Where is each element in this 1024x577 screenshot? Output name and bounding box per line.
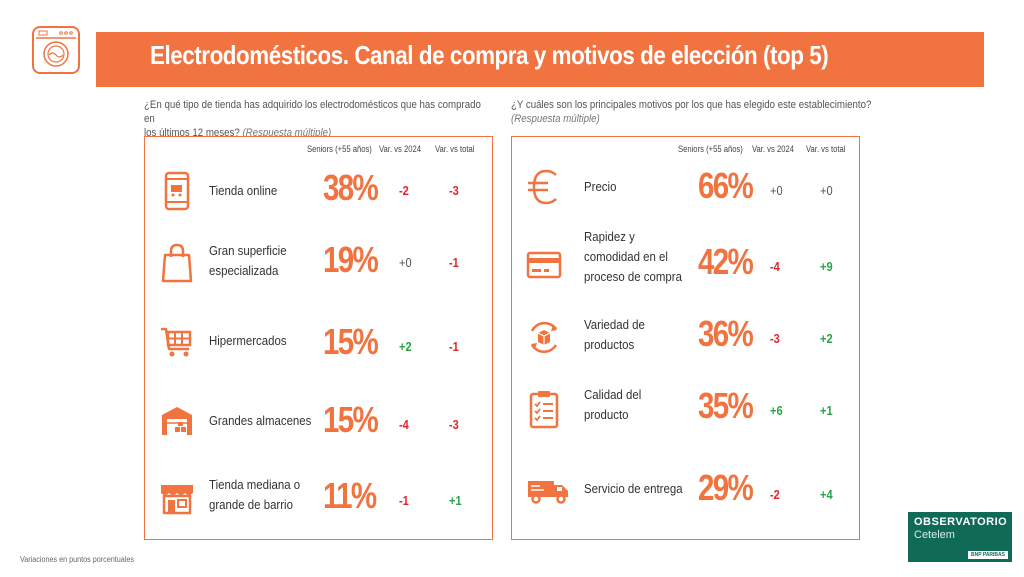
row-label-line2: comodidad en el	[584, 249, 668, 264]
euro-icon	[526, 167, 562, 207]
row-label: Tienda mediana o	[209, 477, 301, 492]
row-label: Variedad de	[584, 317, 645, 332]
row-var-total: +0	[820, 183, 833, 198]
row-pct: 36%	[698, 313, 754, 354]
table-row: Gran superficie especializada 19% +0 -1	[145, 233, 492, 293]
row-label: Calidad del	[584, 387, 642, 402]
row-var-2024: -1	[399, 493, 409, 508]
row-label: Gran superficie	[209, 243, 287, 258]
row-label-line2: especializada	[209, 263, 279, 278]
row-pct: 15%	[323, 399, 379, 440]
row-label: Servicio de entrega	[584, 481, 683, 496]
row-var-total: +2	[820, 331, 833, 346]
right-question-line1: ¿Y cuáles son los principales motivos po…	[511, 99, 872, 111]
row-pct: 35%	[698, 385, 754, 426]
row-pct: 42%	[698, 241, 754, 282]
table-row: Tienda online 38% -2 -3	[145, 161, 492, 221]
row-var-2024: +2	[399, 339, 412, 354]
row-var-2024: -4	[399, 417, 409, 432]
row-pct: 38%	[323, 167, 379, 208]
table-row: Rapidez y comodidad en el proceso de com…	[512, 227, 859, 299]
bnp-paribas-logo: BNP PARIBAS	[968, 551, 1008, 559]
storefront-icon	[159, 477, 195, 517]
row-pct: 15%	[323, 321, 379, 362]
table-row: Grandes almacenes 15% -4 -3	[145, 391, 492, 451]
table-row: Tienda mediana o grande de barrio 11% -1…	[145, 467, 492, 527]
row-var-2024: +6	[770, 403, 783, 418]
left-question: ¿En qué tipo de tienda has adquirido los…	[144, 98, 487, 140]
row-var-total: -1	[449, 339, 459, 354]
washing-machine-icon	[32, 26, 80, 74]
row-var-total: -3	[449, 183, 459, 198]
row-label-line3: proceso de compra	[584, 269, 682, 284]
header-bar	[96, 32, 984, 87]
col-var-2024: Var. vs 2024	[379, 144, 421, 154]
logo-line2: Cetelem	[914, 529, 955, 541]
row-label-line2: productos	[584, 337, 635, 352]
col-seniors: Seniors (+55 años)	[307, 144, 372, 154]
row-var-2024: -3	[770, 331, 780, 346]
box-cycle-icon	[526, 317, 562, 357]
credit-card-icon	[526, 245, 562, 285]
row-pct: 19%	[323, 239, 379, 280]
row-var-2024: +0	[399, 255, 412, 270]
row-label: Precio	[584, 179, 617, 194]
col-var-total: Var. vs total	[435, 144, 475, 154]
row-pct: 66%	[698, 165, 754, 206]
row-pct: 11%	[323, 475, 377, 516]
smartphone-cart-icon	[159, 171, 195, 211]
row-label: Hipermercados	[209, 333, 287, 348]
observatorio-cetelem-logo: OBSERVATORIO Cetelem BNP PARIBAS	[908, 512, 1012, 562]
row-var-total: -1	[449, 255, 459, 270]
page-title: Electrodomésticos. Canal de compra y mot…	[150, 40, 829, 70]
warehouse-icon	[159, 401, 195, 441]
row-label: Rapidez y	[584, 229, 635, 244]
row-var-total: +1	[449, 493, 462, 508]
clipboard-checklist-icon	[526, 389, 562, 429]
row-label-line2: grande de barrio	[209, 497, 293, 512]
row-label-line2: producto	[584, 407, 629, 422]
row-var-total: +4	[820, 487, 833, 502]
col-var-total: Var. vs total	[806, 144, 846, 154]
row-var-2024: +0	[770, 183, 783, 198]
row-var-total: -3	[449, 417, 459, 432]
row-var-2024: -2	[399, 183, 409, 198]
row-label: Tienda online	[209, 183, 278, 198]
table-row: Precio 66% +0 +0	[512, 157, 859, 217]
row-var-2024: -2	[770, 487, 780, 502]
table-row: Calidad del producto 35% +6 +1	[512, 379, 859, 439]
row-label: Grandes almacenes	[209, 413, 312, 428]
shopping-bag-icon	[159, 243, 195, 283]
reasons-panel: Seniors (+55 años) Var. vs 2024 Var. vs …	[511, 136, 860, 540]
table-row: Hipermercados 15% +2 -1	[145, 311, 492, 371]
table-row: Servicio de entrega 29% -2 +4	[512, 459, 859, 519]
store-type-panel: Seniors (+55 años) Var. vs 2024 Var. vs …	[144, 136, 493, 540]
row-var-2024: -4	[770, 259, 780, 274]
logo-line1: OBSERVATORIO	[914, 516, 1008, 528]
delivery-truck-icon	[526, 469, 570, 509]
right-question-note: (Respuesta múltiple)	[511, 113, 600, 125]
col-seniors: Seniors (+55 años)	[678, 144, 743, 154]
table-row: Variedad de productos 36% -3 +2	[512, 307, 859, 367]
left-question-line1: ¿En qué tipo de tienda has adquirido los…	[144, 99, 481, 125]
col-var-2024: Var. vs 2024	[752, 144, 794, 154]
footer-note: Variaciones en puntos porcentuales	[20, 555, 134, 564]
row-var-total: +9	[820, 259, 833, 274]
row-var-total: +1	[820, 403, 833, 418]
shopping-cart-icon	[159, 321, 195, 361]
right-question: ¿Y cuáles son los principales motivos po…	[511, 98, 881, 126]
row-pct: 29%	[698, 467, 754, 508]
